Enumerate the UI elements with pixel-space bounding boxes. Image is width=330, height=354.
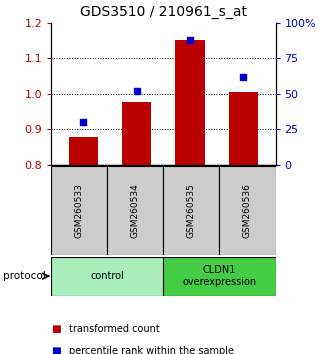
Text: ■: ■	[51, 346, 61, 354]
Point	[241, 74, 246, 80]
Bar	[122, 102, 151, 165]
Text: GSM260536: GSM260536	[243, 183, 252, 238]
Bar	[51, 257, 163, 296]
Text: transformed count: transformed count	[69, 324, 160, 334]
Point	[81, 119, 86, 125]
Text: control: control	[90, 271, 124, 281]
Text: protocol: protocol	[3, 271, 46, 281]
Point	[134, 88, 139, 94]
Text: GSM260534: GSM260534	[131, 183, 140, 238]
Title: GDS3510 / 210961_s_at: GDS3510 / 210961_s_at	[80, 5, 247, 19]
Bar	[175, 40, 205, 165]
Bar	[219, 166, 276, 255]
Text: GSM260533: GSM260533	[75, 183, 84, 238]
Text: percentile rank within the sample: percentile rank within the sample	[69, 346, 234, 354]
Point	[187, 37, 193, 43]
Text: GSM260535: GSM260535	[187, 183, 196, 238]
Bar	[163, 257, 276, 296]
Bar	[69, 137, 98, 165]
Bar	[107, 166, 163, 255]
Bar	[229, 92, 258, 165]
Text: ■: ■	[51, 324, 61, 334]
Text: CLDN1
overexpression: CLDN1 overexpression	[182, 265, 256, 287]
Bar	[163, 166, 219, 255]
Bar	[51, 166, 107, 255]
